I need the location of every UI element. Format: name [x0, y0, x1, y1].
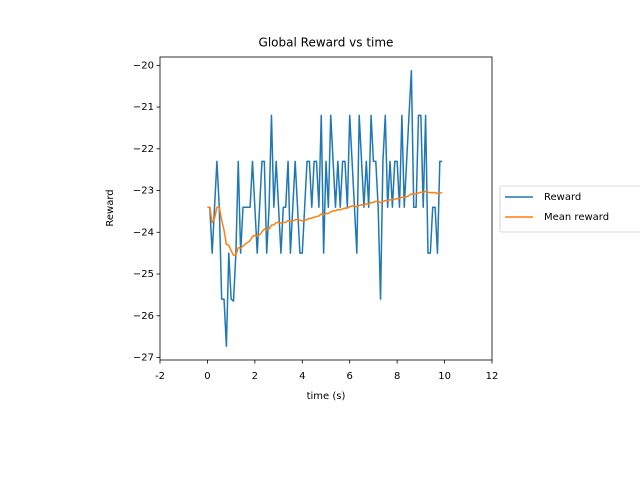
plot-frame — [159, 56, 493, 361]
y-tick-label: −26 — [133, 311, 154, 322]
y-tick-label: −27 — [133, 352, 154, 363]
x-tick-label: 12 — [486, 371, 499, 382]
y-tick-label: −25 — [133, 269, 154, 280]
series-line — [207, 190, 443, 256]
chart-title: Global Reward vs time — [259, 36, 394, 50]
x-tick-label: 8 — [394, 371, 400, 382]
legend-label: Reward — [544, 192, 581, 203]
y-tick-label: −23 — [133, 186, 154, 197]
y-tick-label: −24 — [133, 227, 154, 238]
legend-label: Mean reward — [544, 212, 609, 223]
x-axis-label: time (s) — [307, 391, 346, 402]
y-tick-label: −20 — [133, 60, 154, 71]
x-tick-label: 6 — [347, 371, 353, 382]
legend-box — [499, 185, 640, 233]
x-tick-label: 4 — [299, 371, 305, 382]
x-tick-label: -2 — [155, 371, 165, 382]
y-tick-label: −21 — [133, 102, 154, 113]
y-axis-label: Reward — [105, 189, 116, 226]
y-tick-label: −22 — [133, 144, 154, 155]
x-tick-label: 2 — [252, 371, 258, 382]
series-line — [207, 70, 443, 347]
x-tick-label: 10 — [438, 371, 451, 382]
x-tick-label: 0 — [204, 371, 210, 382]
